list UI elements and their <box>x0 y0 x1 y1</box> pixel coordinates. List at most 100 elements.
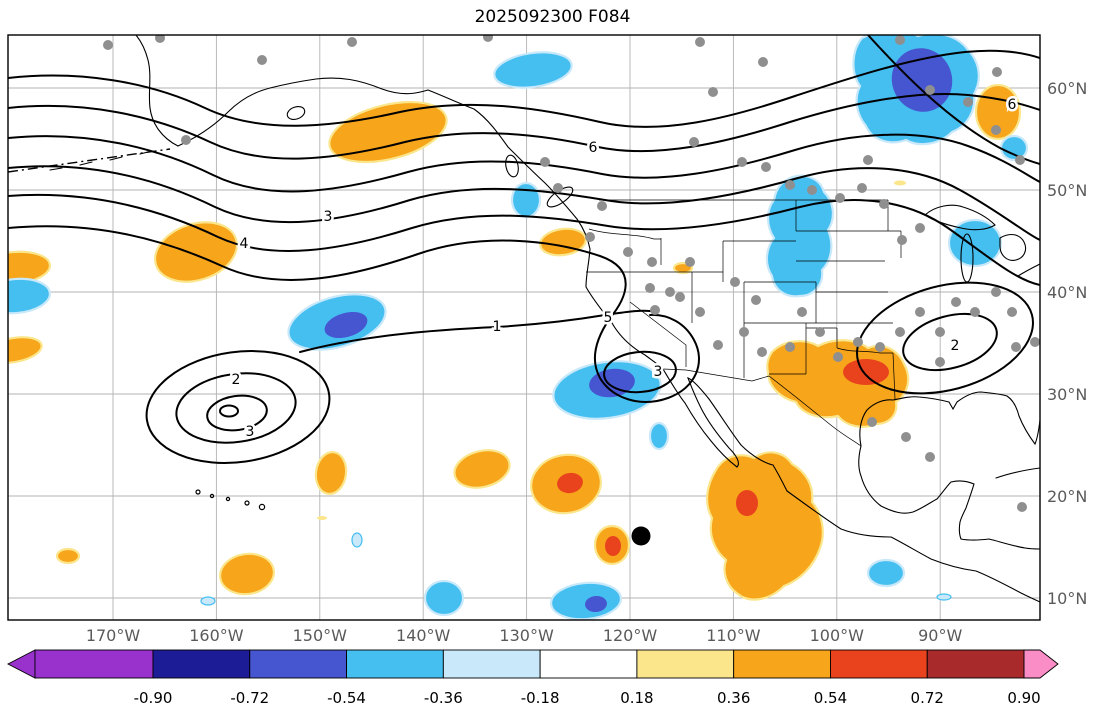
contour-line <box>8 225 700 403</box>
station-dot <box>650 305 660 315</box>
island-outline <box>505 154 519 178</box>
chart-title: 2025092300 F084 <box>474 7 631 27</box>
station-dot <box>895 35 905 45</box>
station-dot <box>751 295 761 305</box>
hawaii-island <box>209 493 215 499</box>
colorbar-segment <box>34 649 154 679</box>
contour-line <box>8 193 1040 286</box>
hawaii-island <box>195 489 201 495</box>
coastline <box>995 467 1040 479</box>
contour-label: 1 <box>493 319 502 335</box>
colorbar-right-arrow <box>1023 649 1059 679</box>
island-outline <box>286 106 306 120</box>
anomaly-patch <box>453 449 511 489</box>
anomaly-patch <box>200 596 216 606</box>
coastline <box>177 77 1040 603</box>
anomaly-patch <box>493 51 573 89</box>
station-dot <box>1015 155 1025 165</box>
x-tick-label: 130°W <box>499 626 554 645</box>
station-dot <box>925 452 935 462</box>
colorbar-tick-label: 0.36 <box>717 689 750 707</box>
station-dot <box>665 287 675 297</box>
station-dot <box>761 162 771 172</box>
contour-ring <box>175 372 297 444</box>
y-tick-label: 40°N <box>1047 283 1087 302</box>
state-border <box>836 347 893 354</box>
station-dot <box>835 193 845 203</box>
x-tick-label: 150°W <box>293 626 348 645</box>
anomaly-patch <box>549 581 623 620</box>
station-dot <box>875 342 885 352</box>
colorbar-tick-label: 0.18 <box>620 689 653 707</box>
anomaly-patch <box>317 516 327 520</box>
contour-label: 5 <box>604 310 613 326</box>
x-tick-label: 160°W <box>189 626 244 645</box>
contour-line <box>8 92 1040 160</box>
station-dot <box>1011 342 1021 352</box>
coastline <box>924 204 996 231</box>
station-dot <box>181 135 191 145</box>
anomaly-layer <box>8 35 1029 620</box>
station-dot <box>879 199 889 209</box>
colorbar-segment <box>249 649 348 679</box>
state-border <box>629 301 687 367</box>
anomaly-patch <box>843 359 889 385</box>
station-layer <box>103 35 1040 546</box>
station-dot <box>853 337 863 347</box>
anomaly-patch <box>324 311 368 339</box>
station-dot <box>695 307 705 317</box>
station-dot <box>901 432 911 442</box>
contour-layer <box>8 35 1040 464</box>
station-dot <box>737 157 747 167</box>
station-dot <box>689 137 699 147</box>
colorbar-segment <box>346 649 444 679</box>
y-tick-label: 50°N <box>1047 181 1087 200</box>
station-dot <box>483 35 493 42</box>
anomaly-patch <box>539 227 587 257</box>
coastline <box>1017 263 1040 277</box>
station-dot <box>155 35 165 43</box>
state-border <box>662 368 770 382</box>
state-border <box>588 228 661 240</box>
station-dot <box>991 287 1001 297</box>
anomaly-patch <box>765 174 834 298</box>
anomaly-patch <box>974 83 1022 141</box>
station-dot <box>895 327 905 337</box>
station-dot <box>1017 502 1027 512</box>
x-tick-label: 140°W <box>396 626 451 645</box>
colorbar-tick-label: -0.36 <box>424 689 463 707</box>
station-dot <box>915 307 925 317</box>
station-dot <box>730 277 740 287</box>
y-tick-label: 10°N <box>1047 589 1087 608</box>
station-dot <box>963 97 973 107</box>
colorbar-segment <box>636 649 735 679</box>
anomaly-patch <box>219 552 275 596</box>
anomaly-patch <box>154 221 238 283</box>
contour-label: 3 <box>246 424 255 440</box>
anomaly-patch <box>510 181 542 219</box>
axis-layer: 170°W 160°W 150°W 140°W 130°W 120°W 110°W 100°W… <box>86 79 1088 645</box>
contour-label: 3 <box>654 364 663 380</box>
contour-ring <box>902 312 998 372</box>
contour-line <box>867 35 1040 165</box>
station-dot <box>815 327 825 337</box>
colorbar-segment <box>733 649 831 679</box>
contour-ring <box>219 404 239 418</box>
station-dot <box>757 347 767 357</box>
station-dot <box>540 157 550 167</box>
colorbar-segment <box>152 649 251 679</box>
anomaly-patch <box>557 472 583 494</box>
x-tick-label: 90°W <box>918 626 962 645</box>
coastline <box>859 391 1040 447</box>
anomaly-patch <box>328 100 448 164</box>
contour-line <box>8 49 1040 128</box>
colorbar-left-arrow <box>7 649 36 679</box>
anomaly-patch <box>706 451 824 601</box>
station-dot <box>833 352 843 362</box>
station-dot <box>992 67 1002 77</box>
coastline <box>858 445 1040 550</box>
colorbar-layer: -0.90 -0.72 -0.54 -0.36 -0.18 0.18 0.36 0.54 0.7… <box>7 649 1059 707</box>
x-tick-label: 120°W <box>603 626 658 645</box>
colorbar-segment <box>830 649 928 679</box>
